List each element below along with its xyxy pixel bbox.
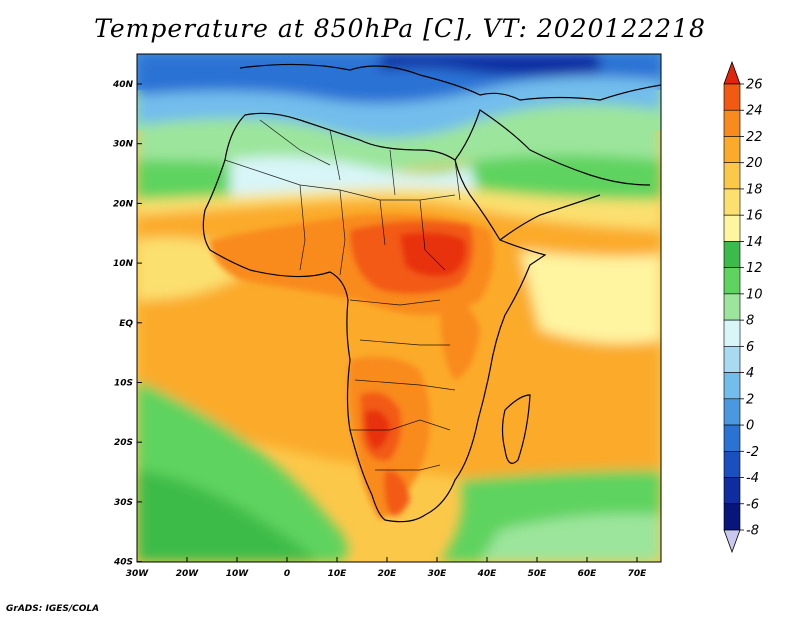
- colorbar-swatch: [723, 346, 741, 373]
- colorbar-tick-label: 24: [746, 104, 763, 119]
- colorbar-swatch: [723, 162, 741, 190]
- colorbar-tick-label: 8: [746, 314, 754, 329]
- credit-label: GrADS: IGES/COLA: [6, 604, 100, 614]
- lat-tick-label: 30N: [113, 140, 134, 150]
- lat-tick-label: 10N: [113, 259, 134, 269]
- lat-tick-label: 10S: [114, 379, 133, 389]
- lon-tick-label: 0: [284, 569, 290, 579]
- colorbar-tick-label: 2: [746, 392, 754, 407]
- colorbar-swatch: [723, 503, 741, 531]
- lon-tick-label: 20E: [378, 569, 398, 579]
- colorbar-swatch: [723, 241, 741, 268]
- colorbar-tick-label: -2: [746, 445, 759, 460]
- colorbar-top-arrow: [723, 60, 741, 85]
- colorbar-tick-label: 26: [746, 78, 763, 93]
- colorbar-tick-label: 0: [746, 419, 754, 434]
- colorbar-tick-label: 16: [746, 209, 763, 224]
- map-title: Temperature at 850hPa [C], VT: 202012221…: [94, 14, 706, 43]
- lat-tick-label: EQ: [119, 319, 133, 329]
- colorbar-tick-label: 4: [746, 366, 754, 381]
- lon-tick-label: 70E: [628, 569, 648, 579]
- lon-tick-label: 50E: [528, 569, 548, 579]
- colorbar-tick-label: 12: [746, 261, 763, 276]
- colorbar-swatch: [723, 450, 741, 478]
- colorbar-swatch: [723, 398, 741, 426]
- lon-tick-label: 30E: [428, 569, 448, 579]
- lon-tick-label: 30W: [126, 569, 150, 579]
- colorbar-tick-label: 10: [746, 287, 763, 302]
- lat-tick-label: 40S: [113, 558, 133, 568]
- lon-tick-label: 60E: [578, 569, 598, 579]
- colorbar-swatch: [723, 83, 741, 111]
- coastlines: [202, 63, 661, 523]
- temperature-field: [137, 54, 661, 562]
- lon-tick-label: 20W: [176, 569, 200, 579]
- lon-tick-label: 10W: [226, 569, 250, 579]
- colorbar-swatch: [723, 319, 741, 347]
- colorbar-swatch: [723, 109, 741, 137]
- colorbar-tick-label: -4: [746, 471, 759, 486]
- colorbar-swatch: [723, 214, 741, 242]
- colorbar-swatch: [723, 293, 741, 321]
- lon-tick-label: 40E: [477, 569, 498, 579]
- colorbar-tick-label: 20: [746, 156, 763, 171]
- lat-tick-label: 20N: [113, 199, 134, 209]
- colorbar-tick-label: 6: [746, 340, 754, 355]
- colorbar-bottom-arrow: [723, 529, 741, 554]
- colorbar-swatch: [723, 188, 741, 216]
- latitude-axis: 40N 30N 20N 10N EQ 10S 20S 30S 40S: [112, 80, 142, 568]
- colorbar-swatch: [723, 424, 741, 452]
- colorbar-tick-label: 22: [746, 130, 763, 145]
- lat-tick-label: 20S: [114, 438, 133, 448]
- country-borders: [224, 119, 461, 471]
- lat-tick-label: 30S: [114, 498, 133, 508]
- lat-tick-label: 40N: [112, 80, 134, 90]
- colorbar-swatch: [723, 136, 741, 164]
- colorbar-tick-label: 14: [746, 235, 763, 250]
- colorbar-swatch: [723, 477, 741, 505]
- map-frame: [136, 53, 662, 563]
- colorbar-swatch: [723, 372, 741, 400]
- lon-tick-label: 10E: [328, 569, 348, 579]
- colorbar-tick-label: -6: [746, 497, 759, 512]
- longitude-axis: 30W 20W 10W 0 10E 20E 30E 40E 50E 60E 70E: [126, 557, 647, 579]
- colorbar-swatch: [723, 267, 741, 295]
- colorbar-tick-label: 18: [746, 182, 763, 197]
- colorbar-tick-label: -8: [746, 524, 759, 539]
